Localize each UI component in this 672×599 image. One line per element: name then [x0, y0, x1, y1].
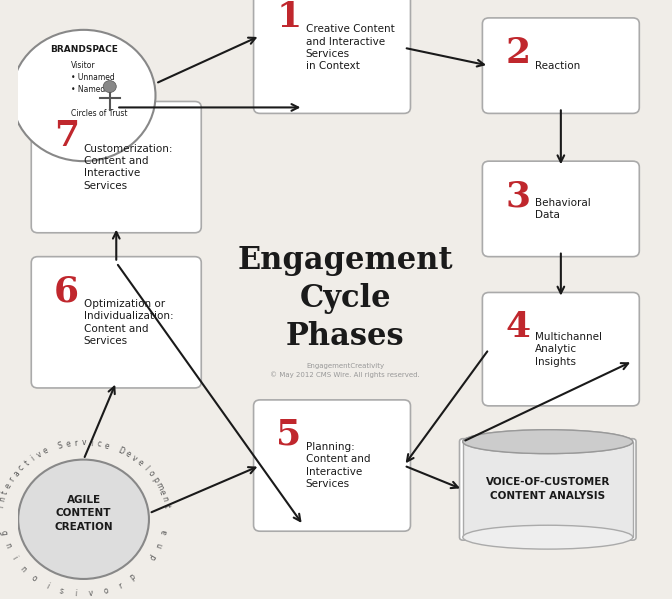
Text: e: e — [3, 482, 13, 490]
Ellipse shape — [463, 525, 633, 549]
Text: v: v — [130, 453, 139, 464]
Text: c: c — [17, 464, 26, 473]
Text: v: v — [35, 449, 44, 459]
Text: v: v — [81, 438, 86, 447]
Text: i: i — [90, 438, 93, 448]
Text: 6: 6 — [54, 274, 79, 308]
FancyBboxPatch shape — [32, 256, 201, 388]
Text: a: a — [11, 469, 22, 478]
Text: t: t — [161, 504, 171, 509]
Text: EngagementCreativity
© May 2012 CMS Wire. All rights reserved.: EngagementCreativity © May 2012 CMS Wire… — [270, 362, 420, 377]
Text: 1: 1 — [276, 0, 302, 34]
Text: s: s — [58, 586, 65, 596]
Text: Multichannel
Analytic
Insights: Multichannel Analytic Insights — [535, 332, 601, 367]
Text: n: n — [0, 495, 8, 503]
FancyBboxPatch shape — [482, 292, 639, 406]
Text: e: e — [136, 458, 145, 468]
Text: e: e — [157, 489, 167, 496]
Text: i: i — [75, 589, 77, 598]
Text: o: o — [30, 574, 38, 583]
Text: e: e — [124, 449, 132, 459]
Text: t: t — [23, 459, 31, 467]
Text: i: i — [44, 582, 50, 591]
FancyBboxPatch shape — [463, 441, 633, 537]
Text: o: o — [146, 469, 156, 478]
Text: Behavioral
Data: Behavioral Data — [535, 198, 591, 220]
FancyBboxPatch shape — [253, 0, 411, 113]
Text: l: l — [142, 464, 150, 472]
Text: P: P — [128, 574, 138, 583]
FancyBboxPatch shape — [482, 161, 639, 256]
Text: c: c — [96, 440, 102, 449]
Text: 5: 5 — [276, 418, 302, 452]
Text: I: I — [0, 504, 6, 508]
Text: p: p — [150, 475, 160, 484]
Circle shape — [103, 81, 116, 92]
FancyBboxPatch shape — [32, 101, 201, 233]
Text: Engagement
Cycle
Phases: Engagement Cycle Phases — [237, 245, 453, 352]
Text: S: S — [57, 441, 64, 451]
Text: o: o — [103, 586, 110, 596]
Ellipse shape — [463, 429, 633, 453]
Circle shape — [18, 459, 149, 579]
Text: n: n — [18, 564, 28, 574]
Text: D: D — [116, 446, 126, 456]
Text: n: n — [2, 541, 12, 549]
Text: BRANDSPACE: BRANDSPACE — [50, 45, 118, 54]
Text: v: v — [89, 589, 94, 598]
Text: n: n — [155, 541, 165, 549]
Text: e: e — [42, 446, 50, 456]
Text: 2: 2 — [505, 36, 530, 70]
Text: e: e — [65, 439, 71, 449]
Text: Planning:
Content and
Interactive
Services: Planning: Content and Interactive Servic… — [306, 442, 370, 489]
Text: i: i — [29, 454, 36, 463]
Text: a: a — [159, 529, 169, 536]
Text: Customerization:
Content and
Interactive
Services: Customerization: Content and Interactive… — [83, 144, 173, 190]
FancyBboxPatch shape — [460, 438, 636, 540]
Text: 4: 4 — [505, 310, 530, 344]
Text: t: t — [1, 489, 10, 495]
Text: r: r — [117, 581, 124, 591]
Text: Optimization or
Individualization:
Content and
Services: Optimization or Individualization: Conte… — [83, 299, 173, 346]
Text: r: r — [7, 476, 17, 483]
Text: n: n — [159, 495, 169, 503]
Text: e: e — [103, 441, 110, 451]
Text: m: m — [153, 480, 165, 491]
Text: 7: 7 — [54, 119, 79, 153]
Text: d: d — [149, 553, 159, 562]
Ellipse shape — [463, 429, 633, 453]
Text: Reaction: Reaction — [535, 60, 580, 71]
Text: VOICE-OF-CUSTOMER
CONTENT ANALYSIS: VOICE-OF-CUSTOMER CONTENT ANALYSIS — [486, 477, 610, 501]
Text: r: r — [74, 438, 78, 448]
Text: 3: 3 — [505, 179, 530, 213]
FancyBboxPatch shape — [253, 400, 411, 531]
Text: i: i — [9, 555, 18, 561]
FancyBboxPatch shape — [482, 18, 639, 113]
Circle shape — [11, 30, 155, 161]
Text: Visitor
• Unnamed
• Named

Circles of Trust: Visitor • Unnamed • Named Circles of Tru… — [71, 62, 127, 117]
Text: Creative Content
and Interactive
Services
in Context: Creative Content and Interactive Service… — [306, 24, 394, 71]
Text: g: g — [0, 529, 8, 536]
Text: AGILE
CONTENT
CREATION: AGILE CONTENT CREATION — [54, 495, 113, 531]
